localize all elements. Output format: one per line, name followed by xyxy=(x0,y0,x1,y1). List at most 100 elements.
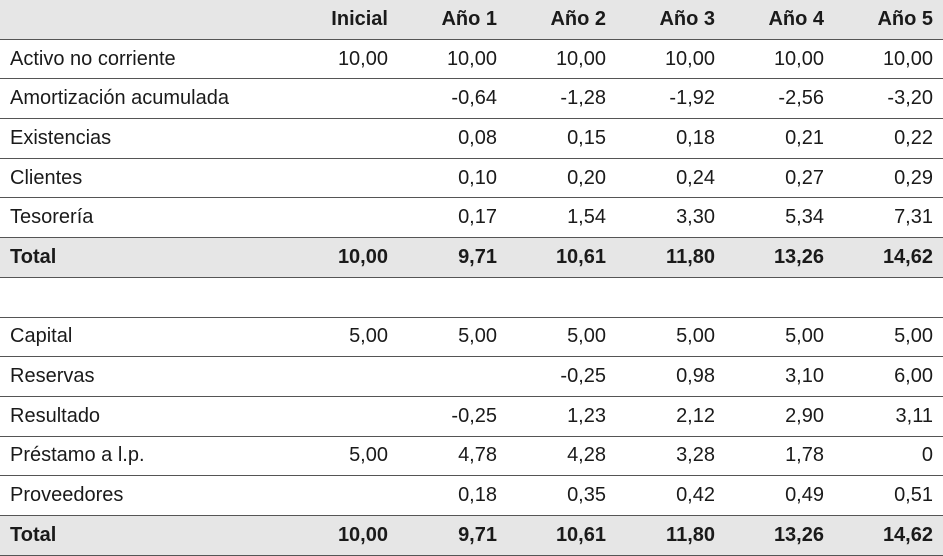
spacer-cell xyxy=(616,277,725,318)
value-cell: 0,20 xyxy=(507,158,616,199)
header-row: Inicial Año 1 Año 2 Año 3 Año 4 Año 5 xyxy=(0,0,943,40)
value-cell: 10,00 xyxy=(725,39,834,80)
spacer-cell xyxy=(725,277,834,318)
value-cell: 6,00 xyxy=(834,356,943,397)
data-row: Préstamo a l.p. 5,00 4,78 4,28 3,28 1,78 0 xyxy=(0,436,943,477)
value-cell xyxy=(289,78,398,120)
value-cell: 0,15 xyxy=(507,118,616,159)
value-cell xyxy=(398,356,507,397)
value-cell: 0,10 xyxy=(398,158,507,199)
value-cell: 0,27 xyxy=(725,158,834,199)
header-cell: Año 1 xyxy=(398,0,507,40)
value-cell: 14,62 xyxy=(834,237,943,278)
row-label: Capital xyxy=(0,317,289,358)
header-cell: Año 3 xyxy=(616,0,725,40)
header-cell: Año 4 xyxy=(725,0,834,40)
data-row: Reservas -0,25 0,98 3,10 6,00 xyxy=(0,356,943,397)
data-row: Clientes 0,10 0,20 0,24 0,27 0,29 xyxy=(0,158,943,199)
header-cell: Año 5 xyxy=(834,0,943,40)
value-cell: 10,00 xyxy=(507,39,616,80)
value-cell: 5,34 xyxy=(725,197,834,239)
header-cell: Inicial xyxy=(289,0,398,40)
value-cell: 0,42 xyxy=(616,475,725,516)
value-cell: 0 xyxy=(834,436,943,477)
row-label: Resultado xyxy=(0,396,289,437)
value-cell: 13,26 xyxy=(725,237,834,278)
value-cell: -1,28 xyxy=(507,78,616,120)
value-cell: 0,24 xyxy=(616,158,725,199)
value-cell: 9,71 xyxy=(398,515,507,556)
data-row: Activo no corriente 10,00 10,00 10,00 10,00 1… xyxy=(0,39,943,80)
value-cell: 0,49 xyxy=(725,475,834,516)
value-cell: 11,80 xyxy=(616,237,725,278)
data-row: Tesorería 0,17 1,54 3,30 5,34 7,31 xyxy=(0,197,943,239)
total-row: Total 10,00 9,71 10,61 11,80 13,26 14,62 xyxy=(0,237,943,278)
value-cell: 0,51 xyxy=(834,475,943,516)
value-cell: 10,00 xyxy=(398,39,507,80)
value-cell: 4,28 xyxy=(507,436,616,477)
value-cell: 5,00 xyxy=(616,317,725,358)
value-cell: 3,10 xyxy=(725,356,834,397)
value-cell: 14,62 xyxy=(834,515,943,556)
value-cell: 5,00 xyxy=(725,317,834,358)
value-cell: 1,54 xyxy=(507,197,616,239)
value-cell: 2,12 xyxy=(616,396,725,437)
value-cell: 13,26 xyxy=(725,515,834,556)
value-cell: 5,00 xyxy=(507,317,616,358)
value-cell xyxy=(289,356,398,397)
value-cell: -0,25 xyxy=(398,396,507,437)
value-cell: 10,00 xyxy=(834,39,943,80)
spacer-row xyxy=(0,277,943,318)
value-cell: 9,71 xyxy=(398,237,507,278)
value-cell: 0,29 xyxy=(834,158,943,199)
row-label: Tesorería xyxy=(0,197,289,239)
value-cell: 0,22 xyxy=(834,118,943,159)
header-cell: Año 2 xyxy=(507,0,616,40)
header-cell xyxy=(0,0,289,40)
row-label: Préstamo a l.p. xyxy=(0,436,289,477)
data-row: Capital 5,00 5,00 5,00 5,00 5,00 5,00 xyxy=(0,317,943,358)
value-cell: 7,31 xyxy=(834,197,943,239)
value-cell: 5,00 xyxy=(289,436,398,477)
data-row: Amortización acumulada -0,64 -1,28 -1,92 -2,… xyxy=(0,78,943,120)
value-cell: 1,78 xyxy=(725,436,834,477)
value-cell: -0,25 xyxy=(507,356,616,397)
value-cell: 10,00 xyxy=(289,237,398,278)
data-row: Resultado -0,25 1,23 2,12 2,90 3,11 xyxy=(0,396,943,437)
value-cell: 3,11 xyxy=(834,396,943,437)
value-cell: 5,00 xyxy=(398,317,507,358)
data-row: Existencias 0,08 0,15 0,18 0,21 0,22 xyxy=(0,118,943,159)
value-cell: -1,92 xyxy=(616,78,725,120)
value-cell: 2,90 xyxy=(725,396,834,437)
value-cell: 10,61 xyxy=(507,515,616,556)
spacer-cell xyxy=(834,277,943,318)
value-cell: 0,18 xyxy=(616,118,725,159)
value-cell: 10,00 xyxy=(289,39,398,80)
data-row: Proveedores 0,18 0,35 0,42 0,49 0,51 xyxy=(0,475,943,516)
value-cell: -3,20 xyxy=(834,78,943,120)
row-label: Reservas xyxy=(0,356,289,397)
value-cell: 0,21 xyxy=(725,118,834,159)
value-cell: 1,23 xyxy=(507,396,616,437)
spacer-cell xyxy=(398,277,507,318)
value-cell: 0,08 xyxy=(398,118,507,159)
value-cell: 5,00 xyxy=(289,317,398,358)
row-label: Activo no corriente xyxy=(0,39,289,80)
value-cell: 3,30 xyxy=(616,197,725,239)
value-cell: 3,28 xyxy=(616,436,725,477)
value-cell xyxy=(289,197,398,239)
row-label: Amortización acumulada xyxy=(0,78,289,120)
value-cell: 0,35 xyxy=(507,475,616,516)
row-label: Existencias xyxy=(0,118,289,159)
value-cell: 10,61 xyxy=(507,237,616,278)
row-label: Clientes xyxy=(0,158,289,199)
row-label: Total xyxy=(0,237,289,278)
value-cell: 10,00 xyxy=(616,39,725,80)
value-cell: 0,98 xyxy=(616,356,725,397)
value-cell xyxy=(289,118,398,159)
value-cell: 4,78 xyxy=(398,436,507,477)
value-cell: -0,64 xyxy=(398,78,507,120)
spacer-cell xyxy=(507,277,616,318)
